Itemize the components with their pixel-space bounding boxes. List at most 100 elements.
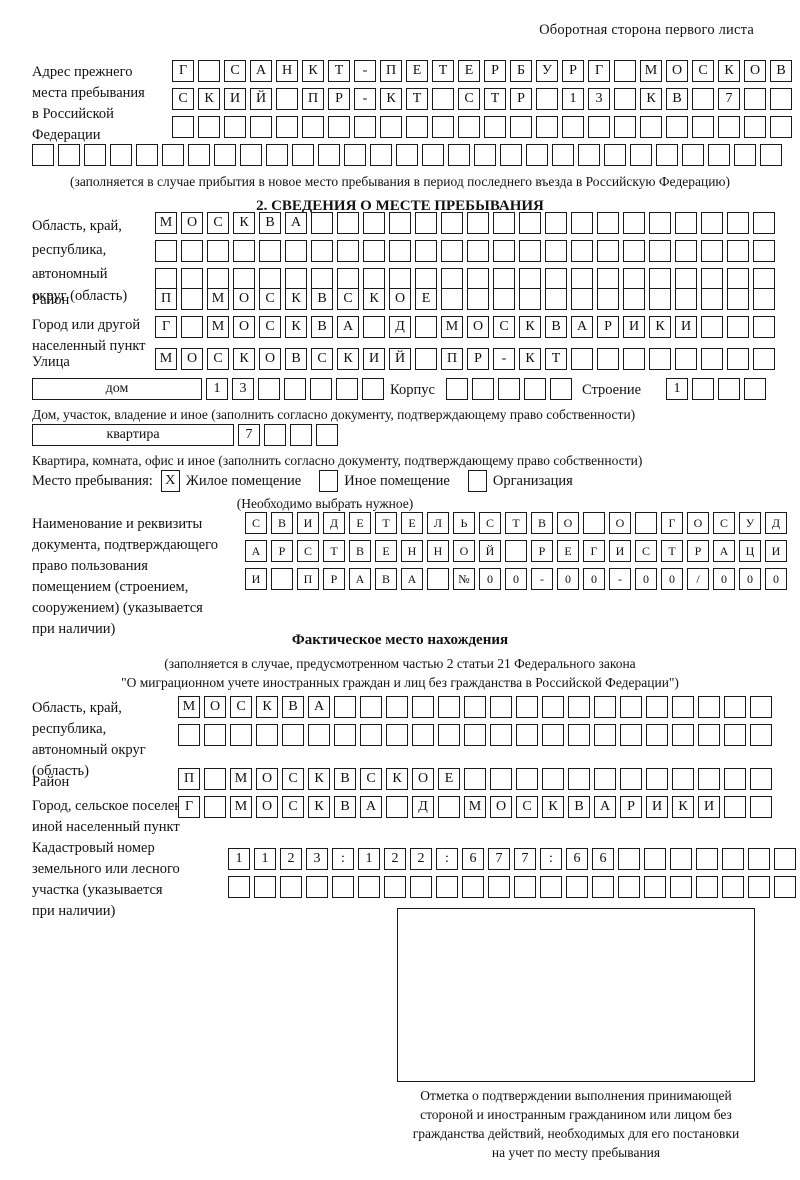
char-cell[interactable] [656,144,678,166]
char-cell[interactable]: И [609,540,631,562]
char-cell[interactable] [493,288,515,310]
char-cell[interactable] [386,796,408,818]
char-cell[interactable]: : [332,848,354,870]
char-cell[interactable] [568,768,590,790]
char-cell[interactable]: Ц [739,540,761,562]
char-cell[interactable] [571,240,593,262]
char-cell[interactable] [649,348,671,370]
char-cell[interactable]: Р [531,540,553,562]
char-cell[interactable] [630,144,652,166]
char-cell[interactable] [363,240,385,262]
char-cell[interactable] [438,796,460,818]
char-cell[interactable] [774,876,796,898]
char-cell[interactable] [412,696,434,718]
char-cell[interactable] [360,724,382,746]
char-cell[interactable]: 0 [583,568,605,590]
char-cell[interactable]: 0 [505,568,527,590]
char-cell[interactable]: Ь [453,512,475,534]
char-cell[interactable]: Г [172,60,194,82]
char-cell[interactable]: О [557,512,579,534]
char-cell[interactable]: А [285,212,307,234]
korpus-cells[interactable] [446,378,576,400]
char-cell[interactable] [692,88,714,110]
char-cell[interactable]: 7 [238,424,260,446]
char-cell[interactable]: 0 [713,568,735,590]
char-cell[interactable] [490,696,512,718]
char-cell[interactable]: В [311,316,333,338]
char-cell[interactable] [620,724,642,746]
char-cell[interactable] [204,796,226,818]
char-cell[interactable]: С [493,316,515,338]
char-cell[interactable] [58,144,80,166]
char-cell[interactable]: 0 [479,568,501,590]
char-cell[interactable] [214,144,236,166]
char-cell[interactable] [670,848,692,870]
al-region-row-2[interactable] [178,724,776,746]
char-cell[interactable] [550,378,572,400]
char-cell[interactable] [228,876,250,898]
char-cell[interactable] [412,724,434,746]
char-cell[interactable] [774,848,796,870]
char-cell[interactable]: Е [349,512,371,534]
char-cell[interactable]: П [302,88,324,110]
char-cell[interactable] [172,116,194,138]
char-cell[interactable] [760,144,782,166]
char-cell[interactable]: И [245,568,267,590]
char-cell[interactable]: Т [484,88,506,110]
char-cell[interactable]: С [635,540,657,562]
char-cell[interactable]: 1 [206,378,228,400]
char-cell[interactable]: Р [328,88,350,110]
char-cell[interactable]: 3 [306,848,328,870]
char-cell[interactable] [750,768,772,790]
char-cell[interactable]: К [386,768,408,790]
char-cell[interactable] [181,316,203,338]
char-cell[interactable]: И [675,316,697,338]
char-cell[interactable] [510,116,532,138]
char-cell[interactable]: С [311,348,333,370]
char-cell[interactable]: О [233,288,255,310]
char-cell[interactable] [490,724,512,746]
char-cell[interactable] [84,144,106,166]
char-cell[interactable] [328,116,350,138]
char-cell[interactable]: Б [510,60,532,82]
char-cell[interactable] [514,876,536,898]
char-cell[interactable]: Л [427,512,449,534]
char-cell[interactable] [744,116,766,138]
char-cell[interactable] [724,696,746,718]
char-cell[interactable] [311,240,333,262]
char-cell[interactable]: 0 [739,568,761,590]
char-cell[interactable]: 0 [557,568,579,590]
char-cell[interactable]: О [490,796,512,818]
char-cell[interactable]: Г [583,540,605,562]
char-cell[interactable]: К [233,212,255,234]
char-cell[interactable]: К [672,796,694,818]
char-cell[interactable]: С [207,212,229,234]
char-cell[interactable] [753,268,775,290]
s2-region-row-2[interactable] [155,240,779,262]
char-cell[interactable]: М [230,768,252,790]
char-cell[interactable]: М [207,288,229,310]
char-cell[interactable] [311,268,333,290]
char-cell[interactable] [415,348,437,370]
char-cell[interactable] [337,240,359,262]
char-cell[interactable]: К [233,348,255,370]
char-cell[interactable] [696,848,718,870]
char-cell[interactable] [488,876,510,898]
char-cell[interactable] [701,240,723,262]
char-cell[interactable] [753,316,775,338]
char-cell[interactable] [675,268,697,290]
char-cell[interactable]: С [297,540,319,562]
char-cell[interactable] [753,288,775,310]
char-cell[interactable] [604,144,626,166]
char-cell[interactable] [178,724,200,746]
char-cell[interactable] [597,268,619,290]
char-cell[interactable]: М [155,212,177,234]
char-cell[interactable] [519,212,541,234]
char-cell[interactable]: / [687,568,709,590]
char-cell[interactable] [259,268,281,290]
char-cell[interactable] [696,876,718,898]
char-cell[interactable] [493,268,515,290]
char-cell[interactable] [614,60,636,82]
char-cell[interactable] [432,88,454,110]
